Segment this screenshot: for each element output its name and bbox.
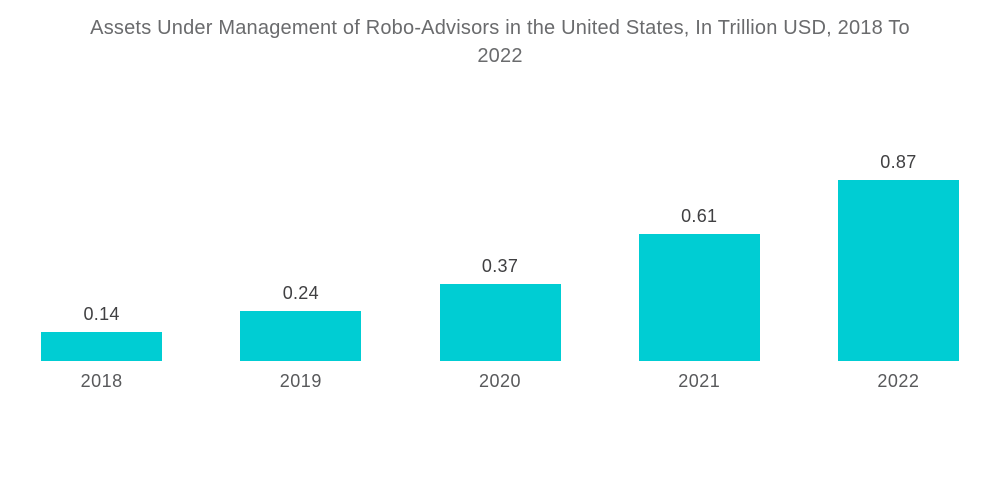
x-axis-tick-label: 2018 [80,371,123,391]
bar-value-label: 0.14 [83,304,120,324]
bar-column-2018: 0.14 2018 [2,92,201,392]
bar-column-2022: 0.87 2022 [799,92,998,392]
bar-column-2021: 0.61 2021 [600,92,799,392]
bar-value-label: 0.87 [880,152,917,172]
bar-2018 [41,332,163,361]
x-axis-tick-label: 2020 [478,371,522,391]
bar-chart-plot-area: 0.14 2018 0.24 2019 0.37 2020 0.61 2021 0.87 2022 [0,92,1000,392]
x-axis-tick-label: 2022 [877,371,920,391]
bar-2022 [837,180,959,361]
bar-value-label: 0.61 [681,206,718,226]
x-axis-tick-label: 2019 [279,371,322,391]
bar-column-2020: 0.37 2020 [400,92,599,392]
bar-2019 [240,311,362,361]
bar-2021 [638,234,760,361]
bar-value-label: 0.24 [282,283,319,303]
chart-title: Assets Under Management of Robo-Advisors… [90,17,910,67]
bar-column-2019: 0.24 2019 [201,92,400,392]
bar-value-label: 0.37 [481,256,519,276]
x-axis-tick-label: 2021 [678,371,721,391]
bar-2020 [439,284,561,361]
